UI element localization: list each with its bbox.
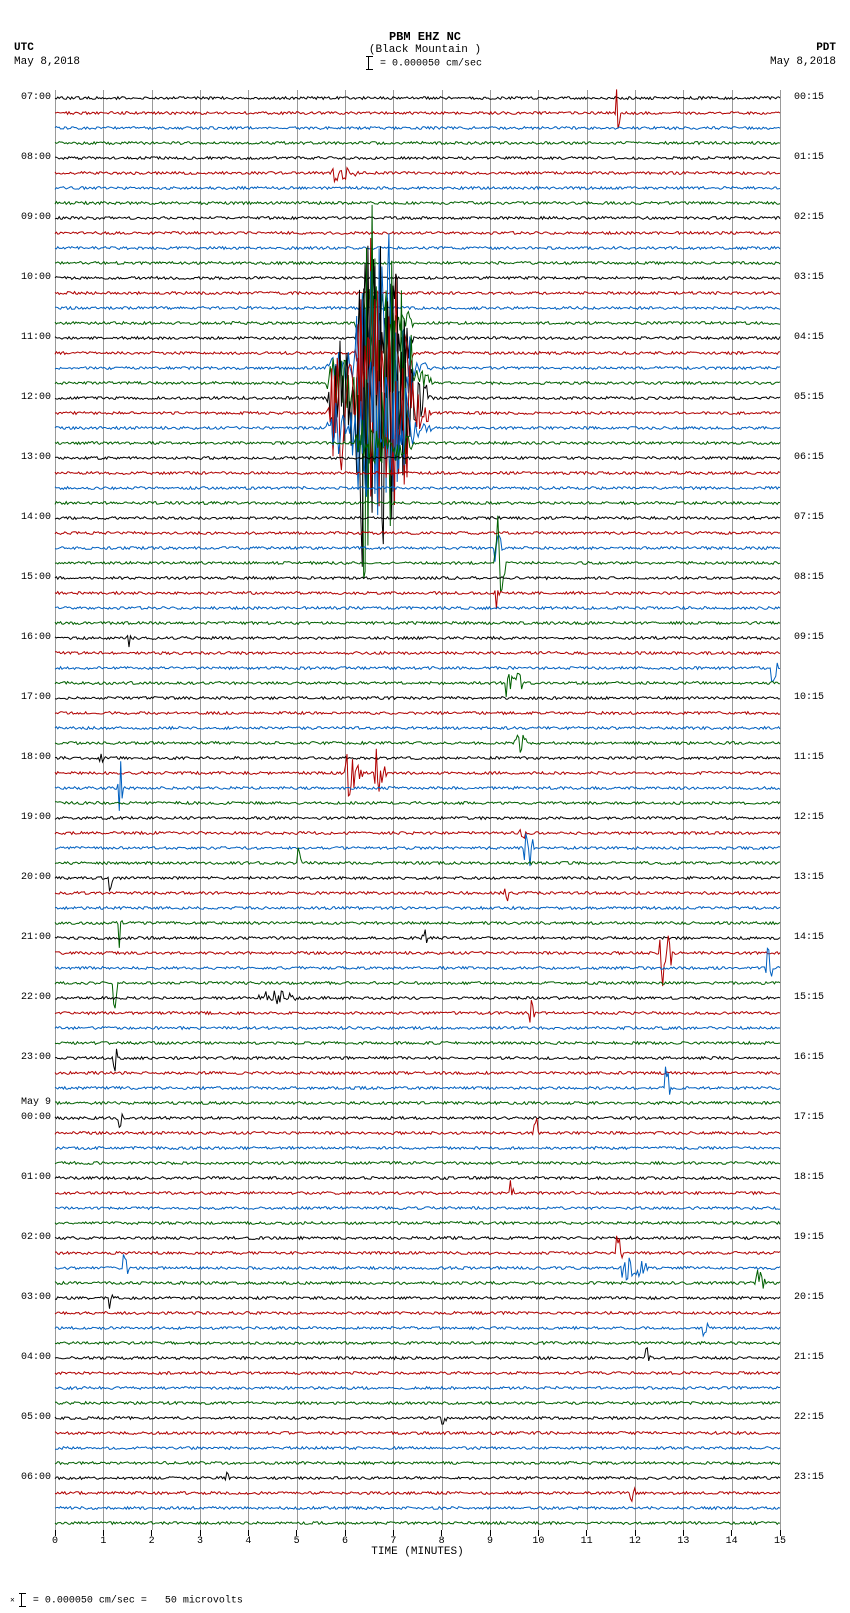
local-time-label: 10:15 bbox=[794, 692, 824, 703]
utc-time-label: 21:00 bbox=[9, 932, 51, 943]
local-time-label: 00:15 bbox=[794, 92, 824, 103]
local-time-label: 13:15 bbox=[794, 872, 824, 883]
local-time-label: 16:15 bbox=[794, 1052, 824, 1063]
local-time-label: 23:15 bbox=[794, 1472, 824, 1483]
x-tick: 6 bbox=[342, 1530, 348, 1547]
x-tick: 15 bbox=[774, 1530, 786, 1547]
local-time-label: 01:15 bbox=[794, 152, 824, 163]
utc-time-label: May 9 bbox=[9, 1097, 51, 1108]
scale-bar-icon bbox=[21, 1593, 23, 1607]
local-time-label: 22:15 bbox=[794, 1412, 824, 1423]
seismic-trace bbox=[55, 1523, 780, 1524]
utc-time-label: 10:00 bbox=[9, 272, 51, 283]
local-time-label: 12:15 bbox=[794, 812, 824, 823]
utc-time-label: 06:00 bbox=[9, 1472, 51, 1483]
local-time-label: 14:15 bbox=[794, 932, 824, 943]
footer-scale: × = 0.000050 cm/sec = 50 microvolts bbox=[10, 1593, 243, 1607]
local-time-label: 08:15 bbox=[794, 572, 824, 583]
local-time-label: 06:15 bbox=[794, 452, 824, 463]
x-tick: 2 bbox=[149, 1530, 155, 1547]
local-time-label: 17:15 bbox=[794, 1112, 824, 1123]
x-tick: 3 bbox=[197, 1530, 203, 1547]
x-tick: 4 bbox=[245, 1530, 251, 1547]
seismogram-page: PBM EHZ NC (Black Mountain ) = 0.000050 … bbox=[0, 0, 850, 1613]
utc-time-label: 15:00 bbox=[9, 572, 51, 583]
x-tick: 14 bbox=[726, 1530, 738, 1547]
utc-time-label: 02:00 bbox=[9, 1232, 51, 1243]
left-timezone: UTC bbox=[14, 42, 34, 54]
utc-time-label: 14:00 bbox=[9, 512, 51, 523]
utc-time-label: 23:00 bbox=[9, 1052, 51, 1063]
x-tick: 5 bbox=[294, 1530, 300, 1547]
utc-time-label: 09:00 bbox=[9, 212, 51, 223]
utc-time-label: 12:00 bbox=[9, 392, 51, 403]
x-tick: 11 bbox=[581, 1530, 593, 1547]
utc-time-label: 17:00 bbox=[9, 692, 51, 703]
x-tick: 0 bbox=[52, 1530, 58, 1547]
local-time-label: 11:15 bbox=[794, 752, 824, 763]
local-time-label: 18:15 bbox=[794, 1172, 824, 1183]
x-tick: 9 bbox=[487, 1530, 493, 1547]
local-time-label: 02:15 bbox=[794, 212, 824, 223]
x-tick: 8 bbox=[439, 1530, 445, 1547]
utc-time-label: 13:00 bbox=[9, 452, 51, 463]
x-tick: 12 bbox=[629, 1530, 641, 1547]
utc-time-label: 05:00 bbox=[9, 1412, 51, 1423]
utc-time-label: 07:00 bbox=[9, 92, 51, 103]
local-time-label: 19:15 bbox=[794, 1232, 824, 1243]
local-time-label: 09:15 bbox=[794, 632, 824, 643]
local-time-label: 03:15 bbox=[794, 272, 824, 283]
utc-time-label: 20:00 bbox=[9, 872, 51, 883]
local-time-label: 07:15 bbox=[794, 512, 824, 523]
utc-time-label: 11:00 bbox=[9, 332, 51, 343]
grid-line bbox=[780, 90, 781, 1530]
local-time-label: 20:15 bbox=[794, 1292, 824, 1303]
x-tick: 7 bbox=[390, 1530, 396, 1547]
x-axis: TIME (MINUTES) 0123456789101112131415 bbox=[55, 1530, 780, 1570]
utc-time-label: 00:00 bbox=[9, 1112, 51, 1123]
x-tick: 1 bbox=[100, 1530, 106, 1547]
local-time-label: 21:15 bbox=[794, 1352, 824, 1363]
utc-time-label: 03:00 bbox=[9, 1292, 51, 1303]
seismogram-plot: 07:0008:0009:0010:0011:0012:0013:0014:00… bbox=[55, 90, 780, 1530]
local-time-label: 05:15 bbox=[794, 392, 824, 403]
utc-time-label: 04:00 bbox=[9, 1352, 51, 1363]
utc-time-label: 22:00 bbox=[9, 992, 51, 1003]
x-tick: 10 bbox=[532, 1530, 544, 1547]
x-axis-title: TIME (MINUTES) bbox=[55, 1546, 780, 1558]
utc-time-label: 08:00 bbox=[9, 152, 51, 163]
utc-time-label: 18:00 bbox=[9, 752, 51, 763]
local-time-label: 15:15 bbox=[794, 992, 824, 1003]
station-id: PBM EHZ NC bbox=[0, 30, 850, 44]
x-tick: 13 bbox=[677, 1530, 689, 1547]
utc-time-label: 16:00 bbox=[9, 632, 51, 643]
utc-time-label: 01:00 bbox=[9, 1172, 51, 1183]
local-time-label: 04:15 bbox=[794, 332, 824, 343]
right-timezone: PDT bbox=[816, 42, 836, 54]
utc-time-label: 19:00 bbox=[9, 812, 51, 823]
